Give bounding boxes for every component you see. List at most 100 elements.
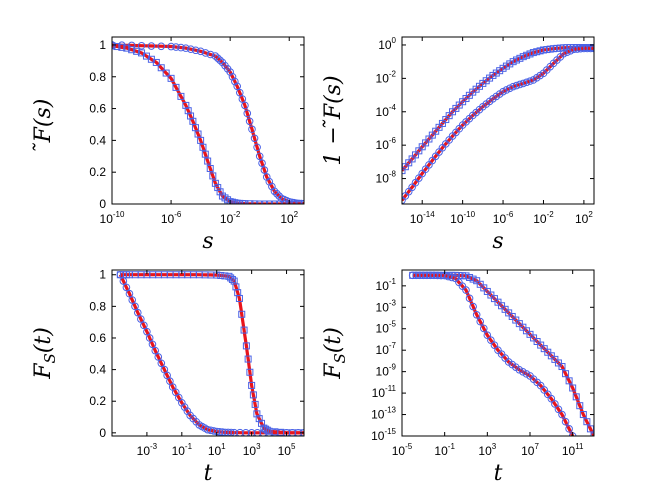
y-tick-label: 10-7: [376, 341, 397, 357]
series-2-point: [214, 184, 222, 192]
series-1-point: [505, 309, 513, 317]
chart-panel-1: 10-10 10-6 10-2 102 0 0.2 0.4 0.6 0.8 1 s̃F(s): [31, 36, 305, 254]
series-1-point: [551, 355, 559, 363]
series-1-point: [231, 77, 239, 86]
series-1-point: [586, 425, 594, 433]
series-1-point: [260, 166, 269, 174]
series-2-point: [426, 271, 435, 280]
series-1-point: [483, 287, 491, 295]
series-1-point: [473, 277, 481, 285]
y-tick-label: 10-6: [376, 136, 397, 152]
x-tick-label: 10-6: [161, 210, 182, 226]
series-2-point: [554, 405, 563, 414]
series-1-point: [157, 42, 166, 51]
series-1-point: [572, 393, 580, 401]
series-1-point: [196, 47, 205, 56]
series-2-point: [590, 44, 594, 53]
y-tick-label: 0.4: [89, 363, 106, 377]
series-2-point: [566, 46, 575, 55]
series-2-point: [423, 271, 431, 280]
series-1-point: [273, 189, 281, 198]
series-1-point: [177, 43, 185, 52]
y-tick-label: 0.8: [89, 299, 106, 313]
series-1-point: [562, 370, 570, 378]
y-tick-label: 0.6: [89, 331, 106, 345]
series-1-point: [512, 316, 520, 324]
series-1-point: [182, 44, 190, 52]
x-tick-label: 105: [278, 442, 296, 458]
y-axis-label: ̃F(s): [31, 99, 56, 152]
x-tick-label: 102: [575, 210, 593, 226]
series-2-point: [565, 425, 573, 433]
series-1-point: [137, 315, 145, 323]
y-tick-label: 100: [378, 36, 396, 52]
series-2-point: [415, 271, 424, 280]
series-2-point: [551, 400, 559, 408]
series-1-point: [519, 323, 527, 331]
series-2-point: [228, 275, 236, 283]
y-tick-label: 0.4: [89, 133, 106, 147]
series-1-point: [133, 308, 142, 317]
plot-area: [112, 41, 304, 204]
series-2-point: [526, 77, 534, 85]
series-1-point: [565, 377, 573, 385]
series-2-point: [263, 426, 271, 434]
series-2-point: [244, 355, 252, 363]
series-1-fit-line: [118, 273, 304, 435]
series-2-point: [177, 92, 185, 100]
series-1-point: [515, 320, 523, 328]
series-2-point: [216, 188, 224, 196]
series-2-point: [472, 310, 481, 319]
series-2-fit-line: [402, 46, 594, 202]
series-1-point: [480, 284, 488, 292]
series-2-point: [258, 419, 266, 427]
series-2-point: [211, 179, 219, 187]
series-1-point: [533, 338, 541, 346]
series-2-point: [547, 394, 556, 403]
series-2-point: [217, 271, 225, 279]
y-axis-label: FS(t): [31, 327, 59, 380]
series-2-point: [430, 271, 438, 280]
series-2-point: [240, 326, 248, 334]
series-1-point: [501, 305, 509, 313]
series-2-point: [266, 200, 274, 204]
series-1-point: [147, 42, 156, 50]
series-2-point: [187, 112, 195, 120]
x-tick-label: 1011: [562, 442, 584, 458]
series-1-point: [143, 327, 151, 336]
series-2-point: [512, 81, 521, 90]
series-1-point: [558, 363, 566, 371]
y-tick-label: 10-3: [376, 298, 397, 314]
series-1-point: [226, 68, 234, 76]
series-1-point: [122, 283, 131, 292]
series-1-point: [469, 275, 477, 283]
x-tick-label: 102: [280, 210, 298, 226]
axes-frame: [111, 36, 305, 205]
y-tick-label: 10-2: [376, 69, 397, 85]
series-1-point: [125, 289, 134, 298]
axes-frame: [401, 269, 595, 437]
y-tick-label: 10-11: [372, 384, 397, 400]
series-1-point: [215, 428, 224, 436]
series-2-point: [408, 271, 417, 280]
series-2-point: [256, 200, 264, 204]
y-tick-label: 0.6: [89, 102, 106, 116]
plot-area: [408, 271, 594, 436]
series-2-point: [242, 342, 250, 350]
y-tick-label: 10-4: [376, 103, 397, 119]
series-1-point: [245, 117, 254, 126]
series-1-point: [494, 298, 502, 306]
series-1-point: [128, 296, 137, 304]
series-2-point: [209, 172, 217, 180]
series-2-point: [229, 198, 237, 204]
series-2-point: [419, 271, 428, 280]
series-1-point: [247, 429, 256, 436]
series-2-point: [128, 46, 136, 54]
x-tick-label: 10-1: [434, 442, 455, 458]
series-2-point: [251, 400, 259, 408]
series-2-point: [206, 164, 214, 172]
series-2-point: [563, 48, 571, 57]
series-2-point: [172, 83, 180, 91]
series-1-point: [235, 88, 244, 97]
series-1-point: [154, 353, 163, 361]
